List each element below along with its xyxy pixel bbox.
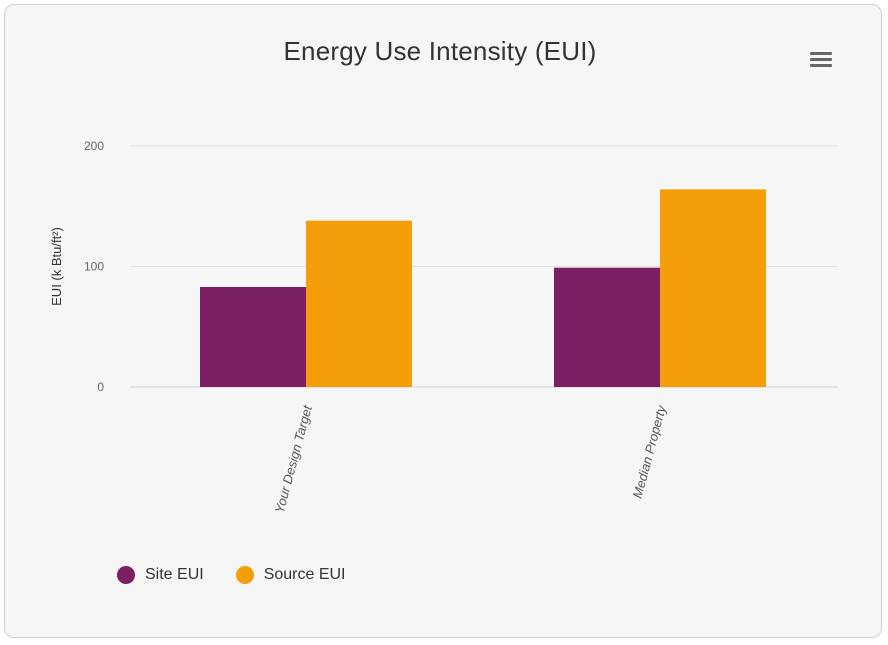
chart-legend: Site EUI Source EUI (117, 566, 346, 584)
y-tick-label: 0 (97, 380, 104, 394)
x-category-label: Your Design Target (272, 403, 316, 515)
bar-source-eui (306, 220, 412, 387)
legend-swatch-source-eui (235, 566, 254, 584)
legend-item-source-eui[interactable]: Source EUI (235, 566, 346, 584)
bar-site-eui (554, 267, 660, 387)
chart-menu-button[interactable] (806, 44, 838, 74)
chart-title: Energy Use Intensity (EUI) (283, 36, 597, 66)
legend-swatch-site-eui (117, 566, 135, 584)
legend-label-site-eui: Site EUI (145, 566, 204, 583)
hamburger-menu-icon-bar (810, 64, 832, 67)
legend-item-site-eui[interactable]: Site EUI (117, 566, 204, 584)
y-tick-label: 100 (84, 260, 104, 274)
legend-label-source-eui: Source EUI (263, 566, 346, 583)
x-category-label: Median Property (630, 402, 670, 499)
bar-site-eui (200, 286, 306, 387)
hamburger-menu-icon (810, 52, 832, 55)
y-tick-label: 200 (84, 139, 104, 153)
bar-source-eui (660, 189, 766, 387)
y-axis-label: EUI (k Btu/ft²) (49, 227, 64, 306)
hamburger-menu-icon-bar (810, 58, 832, 61)
